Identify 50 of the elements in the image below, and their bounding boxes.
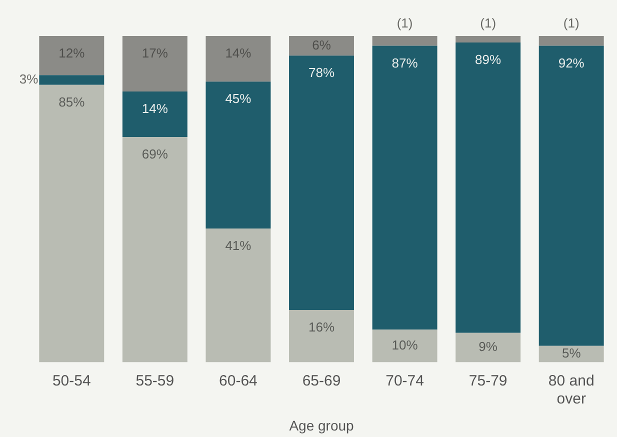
data-label: 89% — [475, 52, 502, 68]
x-tick-label: 65-69 — [302, 372, 341, 390]
bar — [456, 42, 521, 333]
data-label: 14% — [142, 101, 168, 116]
bar — [372, 46, 438, 330]
data-label: 6% — [312, 37, 332, 52]
data-label: 69% — [142, 146, 168, 162]
bar — [538, 46, 604, 346]
x-tick-label: 60-64 — [219, 372, 258, 390]
bar — [122, 91, 188, 138]
x-tick-label: 50-54 — [52, 372, 91, 390]
bar — [289, 310, 354, 362]
bar — [122, 137, 188, 362]
bar — [39, 36, 104, 76]
data-label: 12% — [58, 46, 86, 61]
bar — [538, 346, 604, 362]
data-label: 45% — [225, 91, 252, 106]
bar — [122, 36, 188, 92]
data-label: 41% — [225, 238, 252, 254]
data-label: 87% — [392, 55, 418, 70]
x-tick-label: 75-79 — [468, 372, 508, 390]
data-label: 17% — [142, 46, 168, 61]
annotation: (1) — [563, 16, 580, 31]
data-label: 3% — [19, 72, 39, 87]
x-tick-label: 70-74 — [386, 372, 424, 390]
bar — [372, 36, 438, 46]
data-label: 92% — [558, 55, 585, 70]
bar — [538, 36, 604, 46]
data-label: 5% — [562, 346, 582, 361]
bar — [39, 84, 104, 362]
data-label: 16% — [308, 320, 335, 335]
data-label: 85% — [58, 94, 86, 110]
x-tick-label: 55-59 — [136, 372, 174, 390]
bar — [206, 82, 271, 228]
annotation: (1) — [396, 16, 413, 31]
data-label: 10% — [392, 337, 418, 352]
bar — [456, 332, 521, 362]
bar — [206, 36, 271, 82]
bar — [372, 330, 438, 362]
annotation: (1) — [480, 16, 496, 31]
bar — [289, 56, 354, 310]
data-label: 9% — [478, 339, 498, 354]
data-label: 78% — [308, 65, 335, 80]
x-axis-title: Age group — [289, 417, 354, 434]
bar — [206, 228, 271, 362]
bar — [289, 36, 354, 56]
bar — [456, 36, 521, 43]
bar — [39, 75, 104, 85]
x-tick-label: 80 and over — [548, 372, 594, 408]
data-label: 14% — [225, 46, 252, 61]
